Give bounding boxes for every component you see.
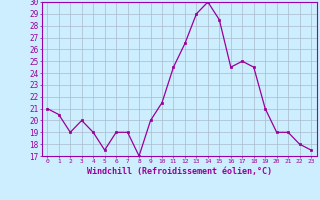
X-axis label: Windchill (Refroidissement éolien,°C): Windchill (Refroidissement éolien,°C): [87, 167, 272, 176]
